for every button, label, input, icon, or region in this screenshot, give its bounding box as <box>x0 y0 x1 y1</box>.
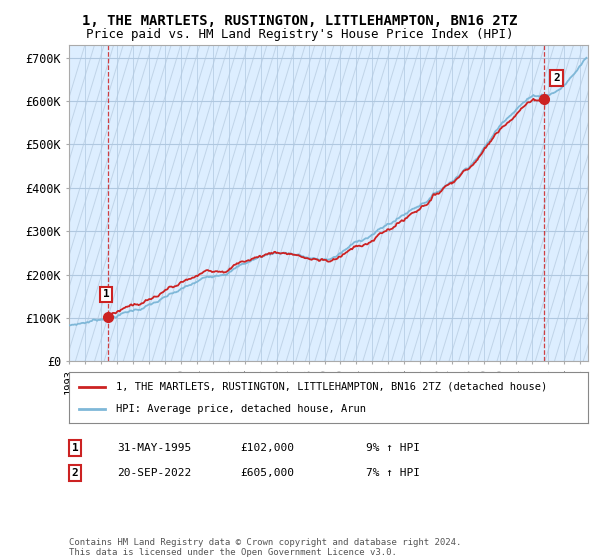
Text: £605,000: £605,000 <box>240 468 294 478</box>
Text: HPI: Average price, detached house, Arun: HPI: Average price, detached house, Arun <box>116 404 366 414</box>
Text: £102,000: £102,000 <box>240 443 294 453</box>
Text: 1, THE MARTLETS, RUSTINGTON, LITTLEHAMPTON, BN16 2TZ (detached house): 1, THE MARTLETS, RUSTINGTON, LITTLEHAMPT… <box>116 381 547 391</box>
Text: 2: 2 <box>553 73 560 83</box>
Text: 31-MAY-1995: 31-MAY-1995 <box>117 443 191 453</box>
Text: 1: 1 <box>71 443 79 453</box>
Text: 2: 2 <box>71 468 79 478</box>
Text: 7% ↑ HPI: 7% ↑ HPI <box>366 468 420 478</box>
Text: 1, THE MARTLETS, RUSTINGTON, LITTLEHAMPTON, BN16 2TZ: 1, THE MARTLETS, RUSTINGTON, LITTLEHAMPT… <box>82 14 518 28</box>
Text: 9% ↑ HPI: 9% ↑ HPI <box>366 443 420 453</box>
Text: Price paid vs. HM Land Registry's House Price Index (HPI): Price paid vs. HM Land Registry's House … <box>86 28 514 41</box>
Text: 1: 1 <box>103 290 109 300</box>
Text: Contains HM Land Registry data © Crown copyright and database right 2024.
This d: Contains HM Land Registry data © Crown c… <box>69 538 461 557</box>
Text: 20-SEP-2022: 20-SEP-2022 <box>117 468 191 478</box>
